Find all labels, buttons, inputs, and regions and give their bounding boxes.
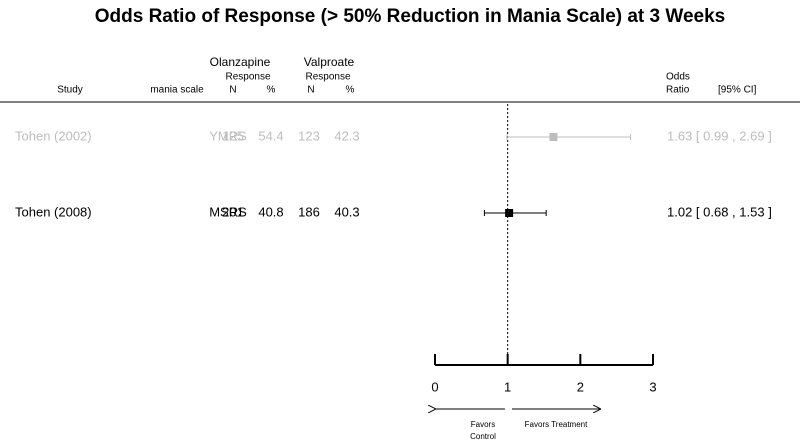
- header: %: [346, 85, 355, 96]
- favors-label: Favors: [471, 420, 495, 429]
- cell: 186: [298, 204, 320, 219]
- chart-title: Odds Ratio of Response (> 50% Reduction …: [95, 6, 726, 27]
- cell: 123: [298, 128, 320, 143]
- cell: 40.3: [334, 204, 359, 219]
- x-tick-label: 1: [504, 379, 511, 394]
- x-tick-label: 2: [577, 379, 584, 394]
- header: Odds: [666, 72, 690, 83]
- x-tick-label: 0: [431, 379, 438, 394]
- header: Ratio: [666, 85, 690, 96]
- header: mania scale: [150, 85, 204, 96]
- header: Olanzapine: [210, 55, 271, 69]
- cell: 201: [222, 204, 244, 219]
- cell: 125: [222, 128, 244, 143]
- header: %: [267, 85, 276, 96]
- cell: 1.02 [ 0.68 , 1.53 ]: [667, 204, 772, 219]
- header: Response: [225, 72, 270, 83]
- header: Response: [305, 72, 350, 83]
- x-tick-label: 3: [649, 379, 656, 394]
- point-estimate: [505, 209, 514, 217]
- header: [95% CI]: [718, 85, 757, 96]
- cell: MSRS: [209, 204, 247, 219]
- favors-label: Control: [470, 432, 496, 441]
- cell: 1.63 [ 0.99 , 2.69 ]: [667, 128, 772, 143]
- cell: Tohen (2002): [15, 128, 92, 143]
- point-estimate: [549, 133, 558, 141]
- cell: 54.4: [258, 128, 283, 143]
- header: Valproate: [304, 55, 355, 69]
- header: N: [307, 85, 314, 96]
- cell: Tohen (2008): [15, 204, 92, 219]
- cell: 40.8: [258, 204, 283, 219]
- header: N: [229, 85, 236, 96]
- cell: 42.3: [334, 128, 359, 143]
- favors-label: Favors Treatment: [525, 420, 588, 429]
- cell: YMRS: [209, 128, 247, 143]
- header: Study: [57, 85, 83, 96]
